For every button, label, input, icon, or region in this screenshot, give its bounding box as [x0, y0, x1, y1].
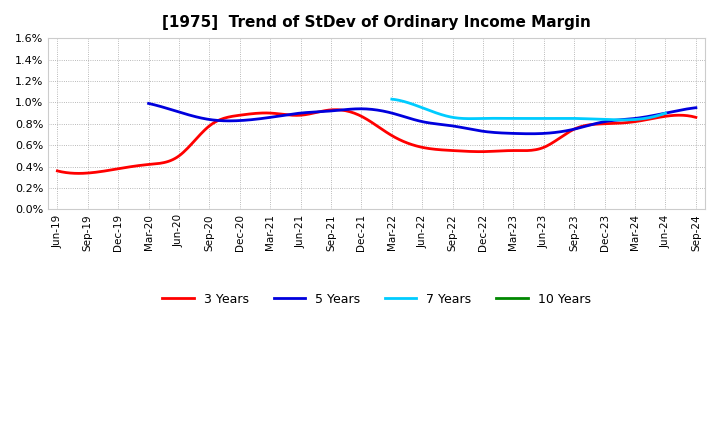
Line: 7 Years: 7 Years	[392, 99, 665, 120]
3 Years	[55, 169, 64, 174]
7 Years	[549, 116, 558, 121]
7 Years	[555, 116, 564, 121]
Line: 3 Years: 3 Years	[58, 110, 696, 173]
7 Years	[619, 117, 628, 123]
5 Years	[527, 131, 536, 136]
Title: [1975]  Trend of StDev of Ordinary Income Margin: [1975] Trend of StDev of Ordinary Income…	[162, 15, 591, 30]
7 Years	[387, 96, 396, 102]
5 Years	[480, 129, 488, 134]
3 Years	[448, 148, 456, 153]
7 Years	[388, 97, 397, 102]
5 Years	[144, 101, 153, 106]
5 Years	[642, 114, 651, 119]
7 Years	[661, 110, 670, 116]
5 Years	[470, 127, 479, 132]
3 Years	[691, 115, 700, 120]
3 Years	[53, 168, 62, 173]
5 Years	[608, 118, 616, 123]
7 Years	[636, 116, 645, 121]
5 Years	[691, 105, 700, 110]
3 Years	[74, 171, 83, 176]
3 Years	[438, 147, 446, 153]
Line: 5 Years: 5 Years	[148, 103, 696, 134]
7 Years	[550, 116, 559, 121]
5 Years	[468, 127, 477, 132]
3 Years	[636, 118, 644, 124]
3 Years	[330, 107, 339, 112]
3 Years	[595, 121, 604, 127]
7 Years	[617, 117, 626, 123]
3 Years	[436, 147, 444, 152]
Legend: 3 Years, 5 Years, 7 Years, 10 Years: 3 Years, 5 Years, 7 Years, 10 Years	[158, 288, 595, 311]
5 Years	[146, 101, 155, 106]
